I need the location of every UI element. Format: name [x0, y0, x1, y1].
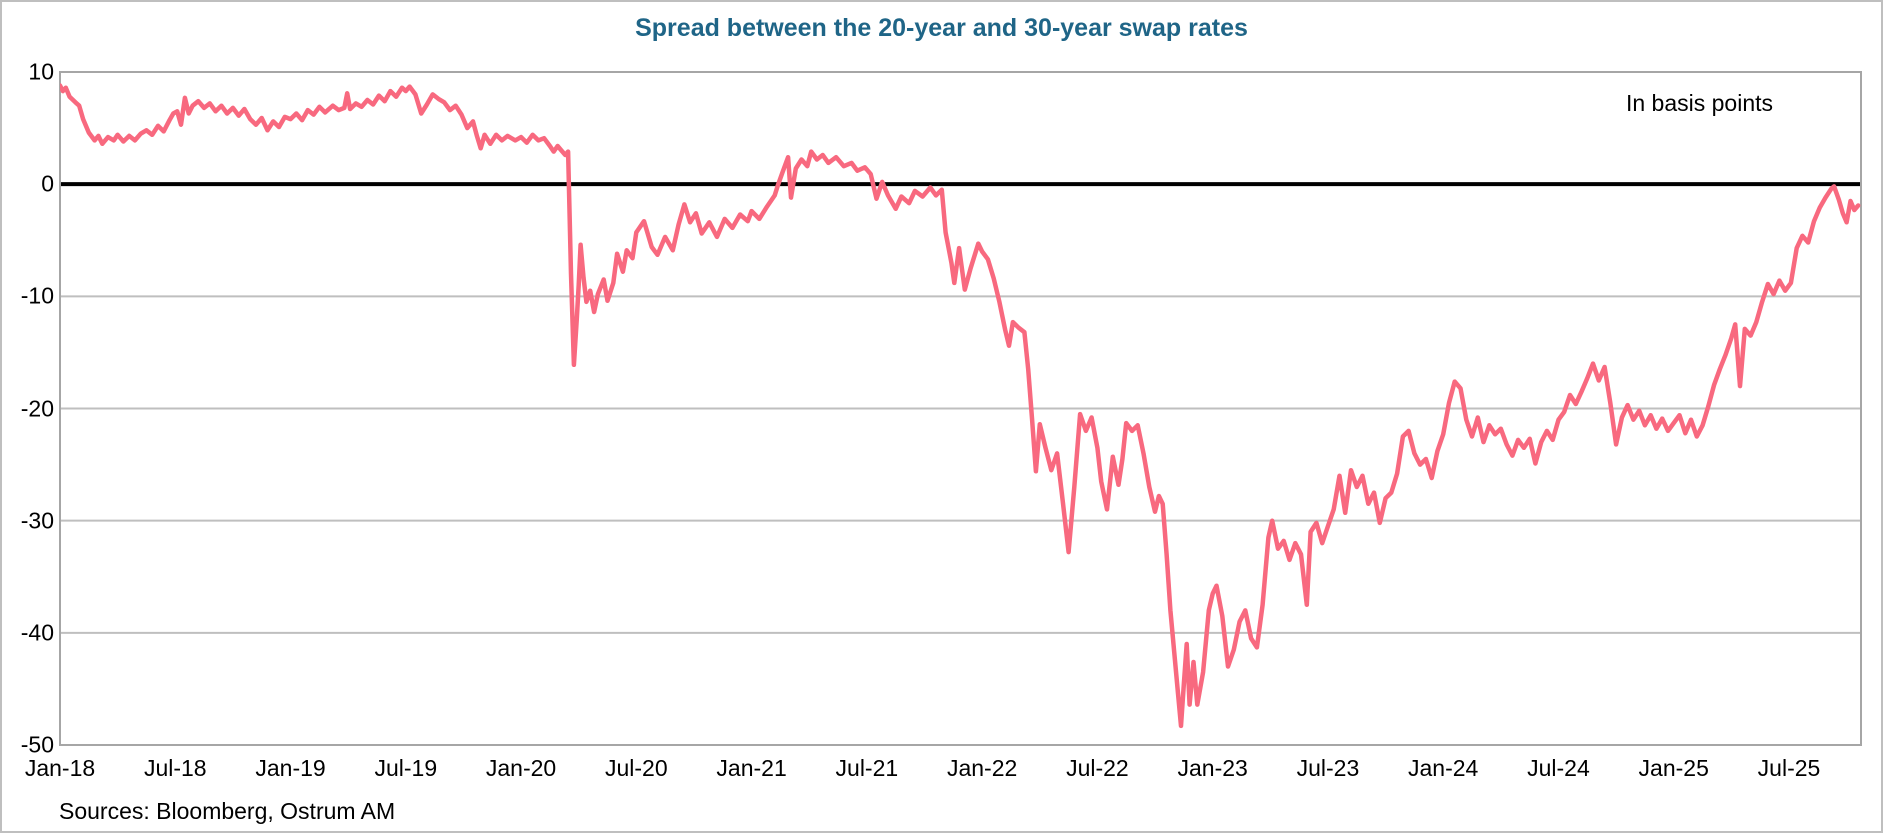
x-tick-label: Jan-25 [1638, 755, 1709, 781]
y-tick-label: -50 [20, 731, 54, 758]
x-tick-label: Jan-21 [716, 755, 787, 781]
y-tick-label: 0 [41, 170, 54, 197]
y-tick-label: -30 [20, 507, 54, 534]
source-note: Sources: Bloomberg, Ostrum AM [59, 798, 396, 824]
x-tick-label: Jul-19 [374, 755, 438, 781]
x-tick-label: Jul-21 [835, 755, 899, 781]
x-tick-label: Jan-22 [946, 755, 1018, 781]
gridlines [60, 71, 1861, 746]
y-tick-label: 10 [28, 58, 54, 85]
x-tick-label: Jul-24 [1527, 755, 1590, 781]
x-tick-label: Jul-23 [1296, 755, 1360, 781]
units-annotation: In basis points [1625, 90, 1773, 116]
x-tick-label: Jul-18 [143, 755, 207, 781]
x-tick-label: Jan-19 [255, 755, 326, 781]
x-tick-label: Jan-18 [24, 755, 96, 781]
spread-series-line [60, 83, 1861, 729]
x-tick-label: Jan-24 [1408, 755, 1479, 781]
x-tick-label: Jan-20 [485, 755, 557, 781]
x-tick-label: Jan-23 [1177, 755, 1248, 781]
chart-title: Spread between the 20-year and 30-year s… [635, 14, 1248, 42]
plot-border [59, 71, 1862, 746]
x-tick-label: Jul-20 [605, 755, 668, 781]
x-tick-label: Jul-22 [1066, 755, 1129, 781]
y-tick-label: -40 [20, 619, 54, 646]
x-tick-label: Jul-25 [1757, 755, 1821, 781]
y-tick-label: -10 [20, 282, 54, 309]
y-tick-label: -20 [20, 395, 54, 421]
